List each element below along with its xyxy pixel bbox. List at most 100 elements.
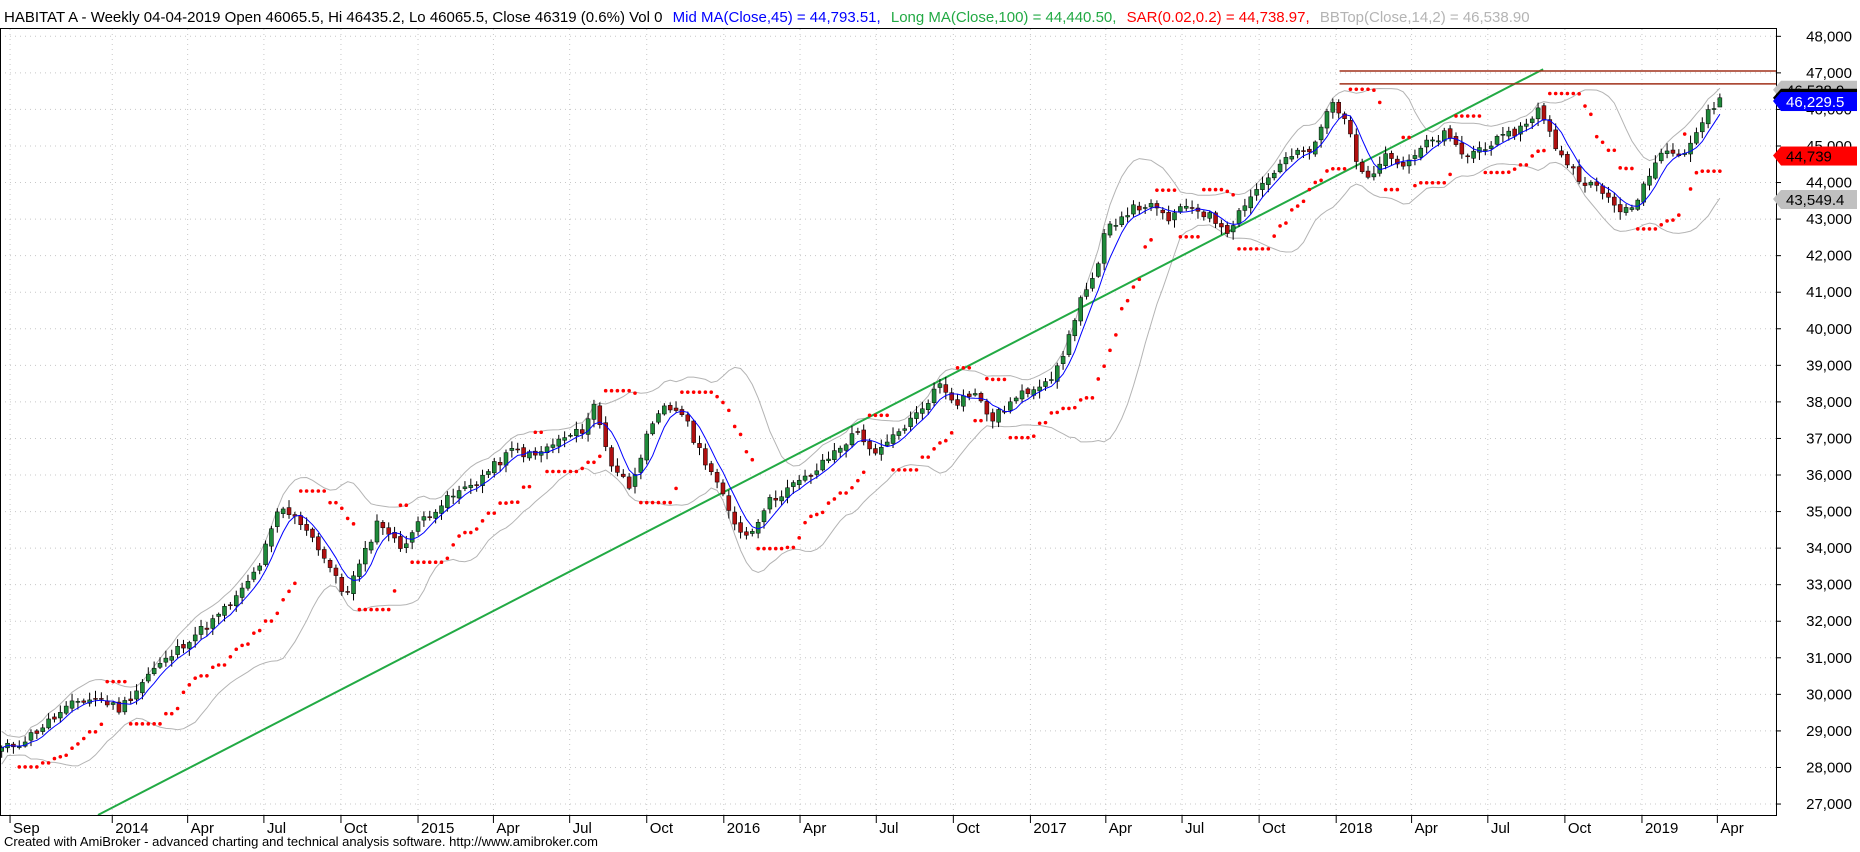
candle-body bbox=[550, 444, 556, 448]
candle-body bbox=[691, 420, 696, 443]
candle-body bbox=[363, 547, 368, 565]
sar-dot bbox=[1360, 87, 1364, 92]
sar-dot bbox=[328, 500, 332, 505]
candle-body bbox=[1019, 390, 1025, 400]
sar-dot bbox=[1524, 163, 1529, 167]
sar-dot bbox=[1413, 183, 1417, 188]
value-tag: 44,739 bbox=[1773, 146, 1857, 166]
sar-dot bbox=[691, 390, 696, 394]
sar-dot bbox=[1606, 148, 1611, 153]
sar-dot bbox=[527, 484, 532, 489]
sar-dot bbox=[117, 679, 121, 684]
candle-body bbox=[380, 522, 386, 529]
candle-body bbox=[1565, 153, 1570, 166]
sar-dot bbox=[1571, 91, 1576, 96]
sar-dot bbox=[1424, 180, 1429, 185]
sar-dot bbox=[773, 546, 778, 551]
candle-body bbox=[93, 698, 98, 700]
value-tag-label: 46,229.5 bbox=[1786, 94, 1844, 111]
candle-body bbox=[925, 403, 931, 410]
candle-body bbox=[937, 383, 943, 388]
candle-body bbox=[1459, 142, 1465, 155]
candle-body bbox=[1330, 102, 1336, 113]
candle-body bbox=[1125, 215, 1130, 218]
sar-dot bbox=[1155, 188, 1159, 192]
candle-body bbox=[239, 587, 245, 598]
candle-body bbox=[415, 521, 421, 532]
candle-body bbox=[1535, 107, 1541, 120]
candle-body bbox=[1547, 119, 1553, 132]
candle-body bbox=[1612, 196, 1617, 206]
candle-body bbox=[832, 450, 837, 460]
sar-dot bbox=[111, 679, 115, 684]
sar-dot bbox=[814, 512, 819, 517]
sar-dot bbox=[175, 706, 180, 711]
sar-dot bbox=[1548, 91, 1552, 96]
candle-body bbox=[984, 401, 990, 415]
sar-dot bbox=[322, 489, 327, 493]
candle-body bbox=[890, 434, 896, 444]
candle-body bbox=[345, 591, 350, 593]
sar-dot bbox=[556, 469, 561, 474]
candle-body bbox=[1324, 111, 1330, 129]
sar-dot bbox=[515, 500, 520, 505]
candle-body bbox=[198, 626, 204, 635]
sar-dot bbox=[891, 468, 895, 472]
sar-dot bbox=[1084, 396, 1089, 400]
sar-dot bbox=[1436, 180, 1441, 185]
candle-body bbox=[1142, 207, 1148, 209]
candle-body bbox=[52, 716, 57, 720]
sar-dot bbox=[1659, 222, 1664, 227]
sar-dot bbox=[1419, 180, 1423, 185]
sar-dot bbox=[603, 388, 608, 393]
candle-body bbox=[603, 422, 608, 447]
candle-body bbox=[697, 443, 702, 448]
sar-dot bbox=[386, 607, 391, 612]
candle-body bbox=[826, 458, 831, 461]
sar-dot bbox=[398, 503, 403, 507]
sar-dot bbox=[81, 736, 86, 741]
sar-dot bbox=[598, 454, 602, 459]
sar-dot bbox=[304, 489, 309, 493]
candle-body bbox=[967, 393, 972, 397]
candle-body bbox=[1160, 209, 1166, 214]
candle-body bbox=[1670, 149, 1676, 154]
sar-dot bbox=[1002, 377, 1007, 382]
sar-dot bbox=[955, 365, 960, 370]
sar-dot bbox=[1284, 221, 1288, 225]
candle-body bbox=[116, 701, 122, 713]
candle-body bbox=[521, 447, 526, 458]
candle-body bbox=[1242, 205, 1248, 211]
x-tick-label: Apr bbox=[496, 820, 519, 837]
sar-dot bbox=[152, 722, 156, 726]
sar-dot bbox=[134, 722, 139, 726]
candle-body bbox=[1312, 141, 1318, 155]
sar-dot bbox=[1336, 166, 1341, 171]
candle-body bbox=[568, 435, 573, 437]
sar-dot bbox=[1694, 170, 1699, 175]
sar-dot bbox=[1114, 333, 1118, 337]
candle-body bbox=[210, 618, 216, 629]
candle-body bbox=[1559, 150, 1564, 156]
candle-body bbox=[1119, 216, 1124, 225]
sar-dot bbox=[40, 761, 45, 765]
sar-dot bbox=[727, 408, 731, 413]
sar-dot bbox=[23, 765, 27, 769]
candle-body bbox=[421, 516, 427, 521]
sar-dot bbox=[1465, 114, 1470, 118]
candle-body bbox=[1512, 128, 1517, 137]
sar-dot bbox=[1366, 87, 1370, 92]
sar-dot bbox=[504, 501, 508, 505]
candle-body bbox=[884, 441, 890, 446]
sar-dot bbox=[1600, 140, 1605, 145]
sar-dot bbox=[1160, 188, 1165, 192]
sar-dot bbox=[345, 516, 350, 521]
sar-dot bbox=[369, 607, 373, 612]
sar-dot bbox=[1460, 114, 1464, 118]
y-tick-label: 41,000 bbox=[1806, 284, 1852, 301]
header-long-ma: Long MA(Close,100) = 44,440.50, bbox=[891, 9, 1117, 26]
candle-body bbox=[140, 682, 145, 694]
sar-dot bbox=[574, 469, 579, 474]
candle-body bbox=[1606, 192, 1611, 198]
